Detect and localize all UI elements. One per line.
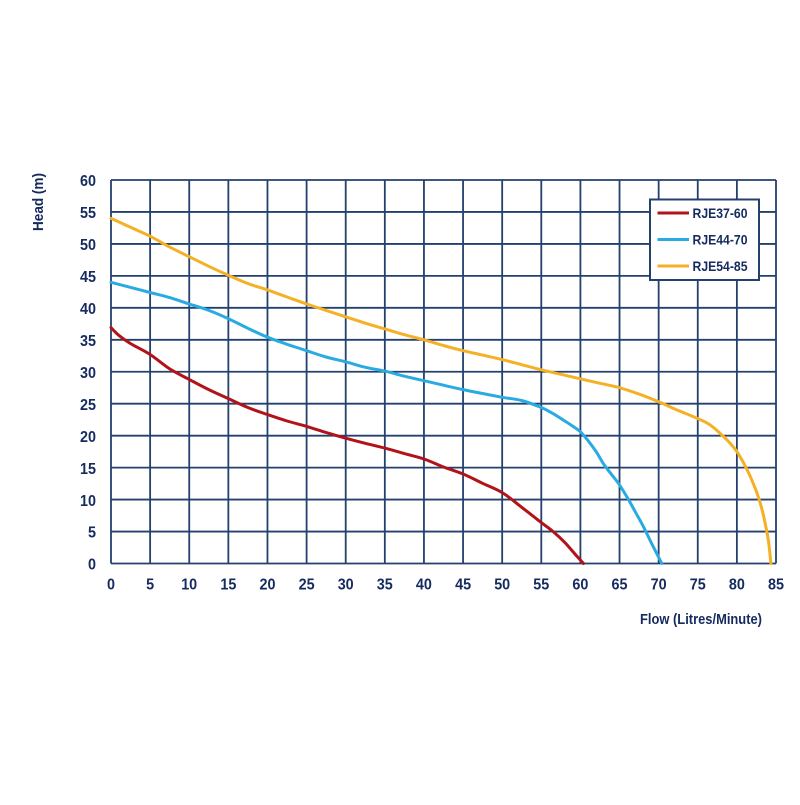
svg-text:55: 55	[533, 577, 549, 594]
svg-text:40: 40	[80, 301, 96, 318]
svg-text:80: 80	[729, 577, 745, 594]
svg-text:45: 45	[80, 269, 96, 286]
svg-text:15: 15	[80, 461, 96, 478]
svg-text:35: 35	[377, 577, 393, 594]
svg-text:60: 60	[572, 577, 588, 594]
svg-text:Flow (Litres/Minute): Flow (Litres/Minute)	[640, 611, 762, 628]
svg-text:50: 50	[80, 237, 96, 254]
svg-text:10: 10	[80, 493, 96, 510]
svg-text:RJE44-70: RJE44-70	[693, 231, 748, 247]
svg-text:60: 60	[80, 173, 96, 190]
svg-text:70: 70	[651, 577, 667, 594]
svg-text:5: 5	[88, 525, 96, 542]
svg-text:45: 45	[455, 577, 471, 594]
svg-text:65: 65	[612, 577, 628, 594]
svg-text:85: 85	[768, 577, 784, 594]
svg-text:35: 35	[80, 333, 96, 350]
svg-text:0: 0	[88, 557, 96, 574]
svg-text:RJE37-60: RJE37-60	[693, 205, 748, 221]
svg-text:25: 25	[299, 577, 315, 594]
svg-text:RJE54-85: RJE54-85	[693, 258, 748, 274]
svg-text:55: 55	[80, 205, 96, 222]
svg-text:25: 25	[80, 397, 96, 414]
svg-text:5: 5	[146, 577, 154, 594]
svg-text:50: 50	[494, 577, 510, 594]
svg-text:0: 0	[107, 577, 115, 594]
svg-text:15: 15	[220, 577, 236, 594]
svg-text:30: 30	[80, 365, 96, 382]
svg-text:20: 20	[260, 577, 276, 594]
svg-text:40: 40	[416, 577, 432, 594]
svg-text:30: 30	[338, 577, 354, 594]
svg-text:75: 75	[690, 577, 706, 594]
svg-text:20: 20	[80, 429, 96, 446]
svg-text:10: 10	[181, 577, 197, 594]
svg-text:Head (m): Head (m)	[30, 173, 47, 231]
